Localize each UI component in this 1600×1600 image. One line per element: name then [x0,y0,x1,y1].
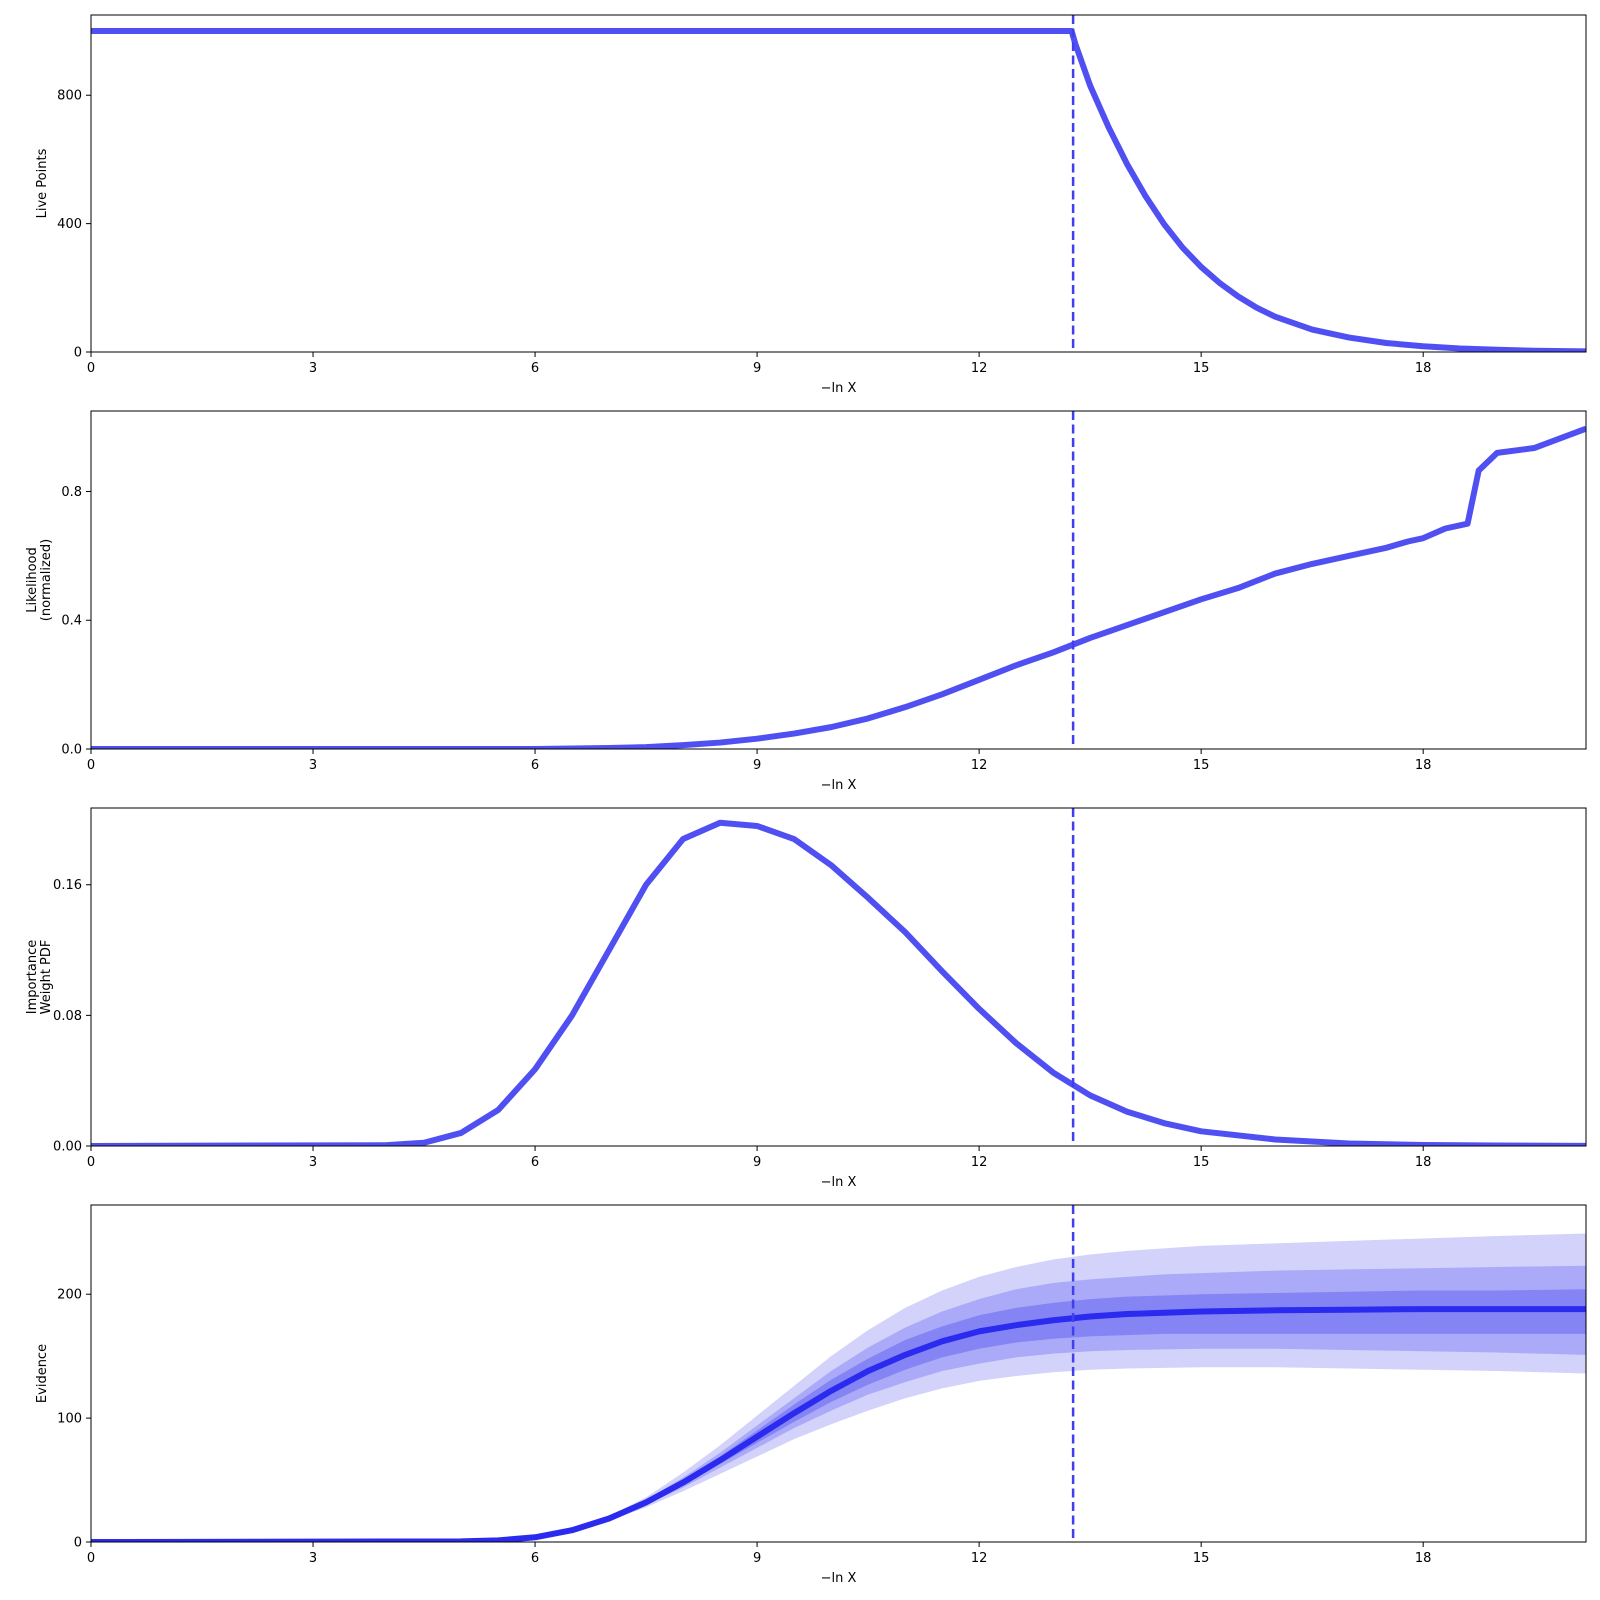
y-tick-label: 0.4 [61,614,82,629]
y-tick-label: 0 [74,1536,82,1551]
y-axis-label: Importance [25,940,40,1015]
x-tick-label: 6 [531,1155,539,1170]
x-tick-label: 3 [309,1155,317,1170]
x-tick-label: 6 [531,1551,539,1566]
evidence-axes-frame [90,1204,1587,1543]
x-tick-label: 15 [1193,361,1210,376]
y-tick-label: 0.8 [61,485,82,500]
y-axis-label: (normalized) [39,539,54,621]
x-axis-label: −ln X [821,1175,857,1190]
y-tick-label: 0.08 [53,1009,82,1024]
y-tick-label: 0 [74,346,82,361]
importance-weight-plot-area [91,808,1586,1146]
x-tick-label: 0 [87,758,95,773]
x-tick-label: 6 [531,361,539,376]
x-tick-label: 0 [87,361,95,376]
y-axis-label: Evidence [35,1344,50,1403]
likelihood-panel: 0 3 6 9 12 15 18 0.0 0.4 0.8 −ln X Likelihood (norma… [25,410,1587,793]
importance-weight-axes-frame [90,807,1587,1147]
evidence-plot-area [91,1205,1586,1542]
evidence-line [91,1306,1586,1542]
x-axis-label: −ln X [821,778,857,793]
importance-weight-line [91,819,1586,1146]
likelihood-line [91,425,1586,749]
likelihood-plot-area [91,411,1586,749]
x-tick-label: 12 [971,758,988,773]
x-tick-label: 18 [1415,1155,1432,1170]
x-tick-label: 18 [1415,1551,1432,1566]
x-tick-label: 6 [531,758,539,773]
live-points-plot-area [91,15,1586,352]
y-tick-label: 100 [57,1412,82,1427]
x-tick-label: 15 [1193,1551,1210,1566]
x-tick-label: 0 [87,1155,95,1170]
y-axis-label: Weight PDF [39,940,54,1015]
y-axis-label: Likelihood [25,547,40,613]
y-tick-label: 0.00 [53,1140,82,1155]
y-axis-label: Live Points [35,148,50,218]
x-tick-label: 18 [1415,758,1432,773]
y-tick-label: 800 [57,89,82,104]
x-tick-label: 9 [753,758,761,773]
x-tick-label: 15 [1193,1155,1210,1170]
x-tick-label: 9 [753,1551,761,1566]
live-points-panel: 0 3 6 9 12 15 18 0 400 800 −ln X Live Points [35,14,1587,396]
importance-weight-panel: 0 3 6 9 12 15 18 0.00 0.08 0.16 −ln X Importance Wei… [25,807,1587,1190]
evidence-band-2sigma [91,1265,1586,1542]
evidence-band-1sigma [91,1289,1586,1542]
x-tick-label: 3 [309,1551,317,1566]
y-tick-label: 200 [57,1288,82,1303]
x-tick-label: 3 [309,361,317,376]
x-tick-label: 12 [971,1551,988,1566]
x-tick-label: 15 [1193,758,1210,773]
y-tick-label: 400 [57,217,82,232]
x-axis-label: −ln X [821,1571,857,1586]
x-axis-label: −ln X [821,381,857,396]
live-points-axes-frame [90,14,1587,353]
x-tick-label: 18 [1415,361,1432,376]
x-tick-label: 9 [753,1155,761,1170]
y-tick-label: 0.0 [61,743,82,758]
live-points-line [91,28,1586,352]
x-tick-label: 3 [309,758,317,773]
y-tick-label: 0.16 [53,878,82,893]
x-tick-label: 12 [971,361,988,376]
x-tick-label: 0 [87,1551,95,1566]
x-tick-label: 12 [971,1155,988,1170]
likelihood-axes-frame [90,410,1587,750]
evidence-panel: 0 3 6 9 12 15 18 0 100 200 −ln X Evidence [35,1204,1587,1586]
x-tick-label: 9 [753,361,761,376]
